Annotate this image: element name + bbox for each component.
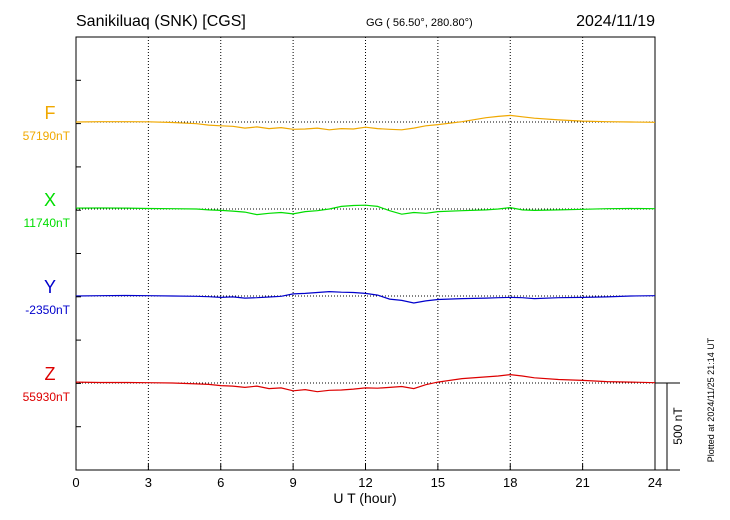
series-name-y: Y bbox=[44, 277, 56, 297]
x-axis-ticks: 0 3 6 9 12 15 18 21 24 bbox=[72, 36, 662, 490]
series-baseline-y: -2350nT bbox=[25, 303, 70, 317]
series-baseline-x: 11740nT bbox=[24, 216, 71, 230]
plot-date: 2024/11/19 bbox=[576, 13, 655, 30]
series-line-x bbox=[75, 204, 656, 216]
series-line-y bbox=[75, 290, 656, 304]
grid-layer bbox=[147, 37, 584, 470]
x-tick-label-18: 18 bbox=[503, 475, 517, 490]
x-tick-label-9: 9 bbox=[290, 475, 297, 490]
x-tick-label-0: 0 bbox=[72, 475, 79, 490]
series-baseline-z: 55930nT bbox=[23, 390, 71, 404]
plotted-at-note: Plotted at 2024/11/25 21:14 UT bbox=[706, 337, 716, 462]
series-layer bbox=[75, 114, 656, 393]
x-tick-label-3: 3 bbox=[145, 475, 152, 490]
x-axis-label: U T (hour) bbox=[333, 490, 396, 506]
station-title: Sanikiluaq (SNK) [CGS] bbox=[76, 13, 246, 30]
x-tick-label-6: 6 bbox=[217, 475, 224, 490]
station-coordinates: GG ( 56.50°, 280.80°) bbox=[366, 17, 473, 29]
x-tick-label-15: 15 bbox=[431, 475, 445, 490]
scale-bar-label: 500 nT bbox=[671, 407, 685, 445]
series-line-z bbox=[75, 373, 656, 393]
series-name-f: F bbox=[45, 103, 56, 123]
x-tick-label-12: 12 bbox=[358, 475, 372, 490]
series-name-z: Z bbox=[45, 364, 56, 384]
series-baseline-f: 57190nT bbox=[23, 129, 71, 143]
x-tick-label-21: 21 bbox=[575, 475, 589, 490]
series-name-x: X bbox=[44, 190, 56, 210]
series-label-layer: F 57190nT X 11740nT Y -2350nT Z 55930nT bbox=[23, 103, 71, 404]
x-tick-label-24: 24 bbox=[648, 475, 662, 490]
series-line-f bbox=[75, 114, 656, 131]
scale-bar: 500 nT bbox=[655, 382, 685, 471]
